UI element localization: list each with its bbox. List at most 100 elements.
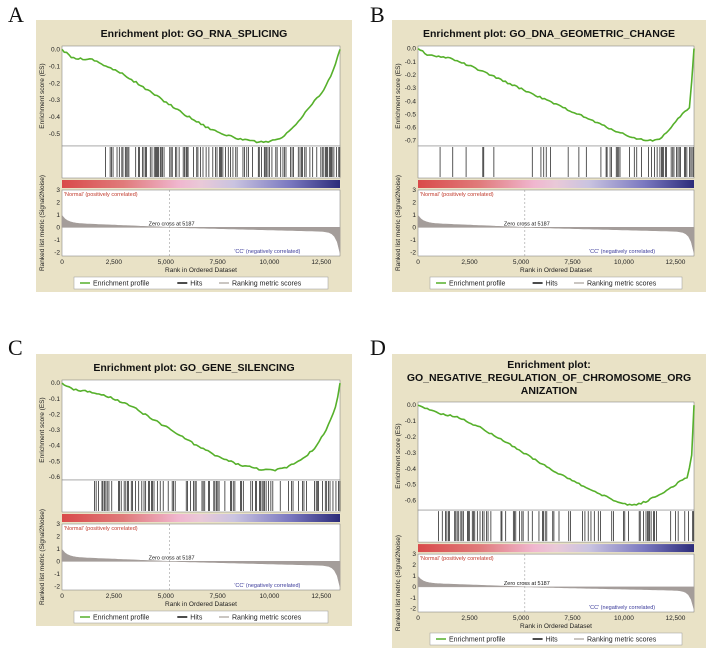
es-tick-label: -0.1: [49, 63, 61, 70]
legend-enrichment-profile-label: Enrichment profile: [93, 615, 150, 622]
metric-tick-label: 3: [412, 551, 416, 558]
es-tick-label: -0.1: [405, 418, 417, 425]
rank-gradient-bar: [62, 514, 340, 522]
metric-tick-label: 0: [56, 558, 60, 565]
plot-title: Enrichment plot: GO_RNA_SPLICING: [101, 28, 288, 40]
negative-correlation-label: 'CC' (negatively correlated): [234, 583, 300, 589]
es-tick-label: -0.4: [49, 443, 61, 450]
es-tick-label: -0.7: [405, 138, 417, 145]
metric-tick-label: -2: [54, 583, 60, 590]
x-tick-label: 0: [60, 259, 64, 266]
es-tick-label: -0.6: [405, 498, 417, 505]
ranking-metric-area: [61, 214, 341, 253]
es-tick-label: -0.5: [49, 131, 61, 138]
enrichment-profile-line: [61, 48, 341, 144]
legend-enrichment-profile-label: Enrichment profile: [449, 637, 506, 644]
metric-tick-label: 0: [56, 224, 60, 231]
legend-hits-label: Hits: [190, 615, 203, 622]
x-tick-label: 10,000: [260, 259, 280, 266]
x-tick-label: 10,000: [614, 615, 634, 622]
gsea-panel-c: Enrichment plot: GO_GENE_SILENCING 0.0 -0.…: [36, 354, 352, 626]
zero-cross-label: Zero cross at 5187: [149, 221, 195, 227]
x-axis-label: Rank in Ordered Dataset: [520, 623, 592, 630]
es-tick-label: -0.5: [49, 458, 61, 465]
x-axis-label: Rank in Ordered Dataset: [520, 267, 592, 274]
metric-tick-label: 3: [56, 521, 60, 528]
es-tick-label: 0.0: [407, 46, 416, 53]
metric-axis-label: Ranked list metric (Signal2Noise): [395, 535, 402, 631]
es-tick-label: -0.1: [405, 59, 417, 66]
positive-correlation-label: 'Normal' (positively correlated): [420, 556, 494, 562]
legend-hits-label: Hits: [546, 637, 559, 644]
metric-tick-label: 0: [412, 224, 416, 231]
x-tick-label: 2,500: [106, 259, 123, 266]
metric-tick-label: 3: [56, 187, 60, 194]
es-tick-label: -0.2: [49, 80, 61, 87]
es-tick-label: -0.4: [405, 98, 417, 105]
plot-title: GO_NEGATIVE_REGULATION_OF_CHROMOSOME_ORG: [407, 372, 691, 384]
positive-correlation-label: 'Normal' (positively correlated): [64, 192, 138, 198]
legend-box: [73, 610, 329, 624]
metric-tick-label: 3: [412, 187, 416, 194]
metric-tick-label: -1: [54, 237, 60, 244]
es-axis-label: Enrichment score (ES): [395, 423, 402, 488]
legend-box: [73, 276, 329, 290]
legend-ranking-metric-label: Ranking metric scores: [587, 281, 657, 288]
hits-area: [417, 145, 695, 179]
ranking-metric-area: [61, 548, 341, 587]
metric-plot-area: [61, 189, 341, 257]
panel-letter-a: A: [8, 2, 24, 27]
legend-hits-label: Hits: [546, 281, 559, 288]
positive-correlation-label: 'Normal' (positively correlated): [64, 526, 138, 532]
legend-enrichment-profile-label: Enrichment profile: [449, 281, 506, 288]
legend-box: [429, 632, 683, 646]
es-tick-label: -0.3: [405, 85, 417, 92]
es-tick-label: 0.0: [51, 46, 60, 53]
es-tick-label: -0.2: [49, 411, 61, 418]
metric-plot-area: [61, 523, 341, 591]
metric-tick-label: -2: [410, 249, 416, 256]
es-tick-label: -0.6: [49, 474, 61, 481]
negative-correlation-label: 'CC' (negatively correlated): [589, 249, 655, 255]
metric-tick-label: 2: [56, 199, 60, 206]
es-axis-label: Enrichment score (ES): [39, 63, 46, 128]
metric-tick-label: 1: [56, 546, 60, 553]
x-axis-label: Rank in Ordered Dataset: [165, 601, 237, 608]
positive-correlation-label: 'Normal' (positively correlated): [420, 192, 494, 198]
es-tick-label: -0.6: [405, 125, 417, 132]
legend-enrichment-profile-label: Enrichment profile: [93, 281, 150, 288]
metric-tick-label: 2: [56, 533, 60, 540]
x-tick-label: 12,500: [311, 259, 331, 266]
es-tick-label: -0.3: [405, 450, 417, 457]
x-tick-label: 5,000: [158, 259, 175, 266]
negative-correlation-label: 'CC' (negatively correlated): [234, 249, 300, 255]
legend-box: [429, 276, 683, 290]
hits-area: [61, 479, 341, 513]
x-tick-label: 5,000: [513, 615, 530, 622]
es-tick-label: -0.3: [49, 427, 61, 434]
negative-correlation-label: 'CC' (negatively correlated): [589, 605, 655, 611]
metric-tick-label: -2: [410, 606, 416, 613]
panel-letter-b: B: [370, 2, 385, 27]
x-tick-label: 0: [416, 615, 420, 622]
x-tick-label: 0: [60, 593, 64, 600]
enrichment-profile-line: [417, 47, 695, 142]
plot-title: Enrichment plot: GO_GENE_SILENCING: [93, 362, 294, 374]
x-tick-label: 12,500: [666, 259, 686, 266]
hits-area: [417, 509, 695, 543]
metric-tick-label: 2: [412, 562, 416, 569]
enrichment-profile-line: [417, 404, 695, 506]
gsea-panel-d: Enrichment plot:GO_NEGATIVE_REGULATION_O…: [392, 354, 706, 648]
metric-tick-label: 1: [412, 212, 416, 219]
enrichment-profile-line: [61, 382, 341, 472]
plot-title: Enrichment plot:: [507, 359, 590, 371]
ranking-metric-area: [417, 214, 695, 253]
rank-gradient-bar: [62, 180, 340, 188]
zero-cross-label: Zero cross at 5187: [504, 581, 550, 587]
metric-plot-area: [417, 553, 695, 613]
metric-tick-label: -2: [54, 249, 60, 256]
x-tick-label: 7,500: [209, 593, 226, 600]
x-tick-label: 12,500: [666, 615, 686, 622]
metric-axis-label: Ranked list metric (Signal2Noise): [39, 175, 46, 271]
